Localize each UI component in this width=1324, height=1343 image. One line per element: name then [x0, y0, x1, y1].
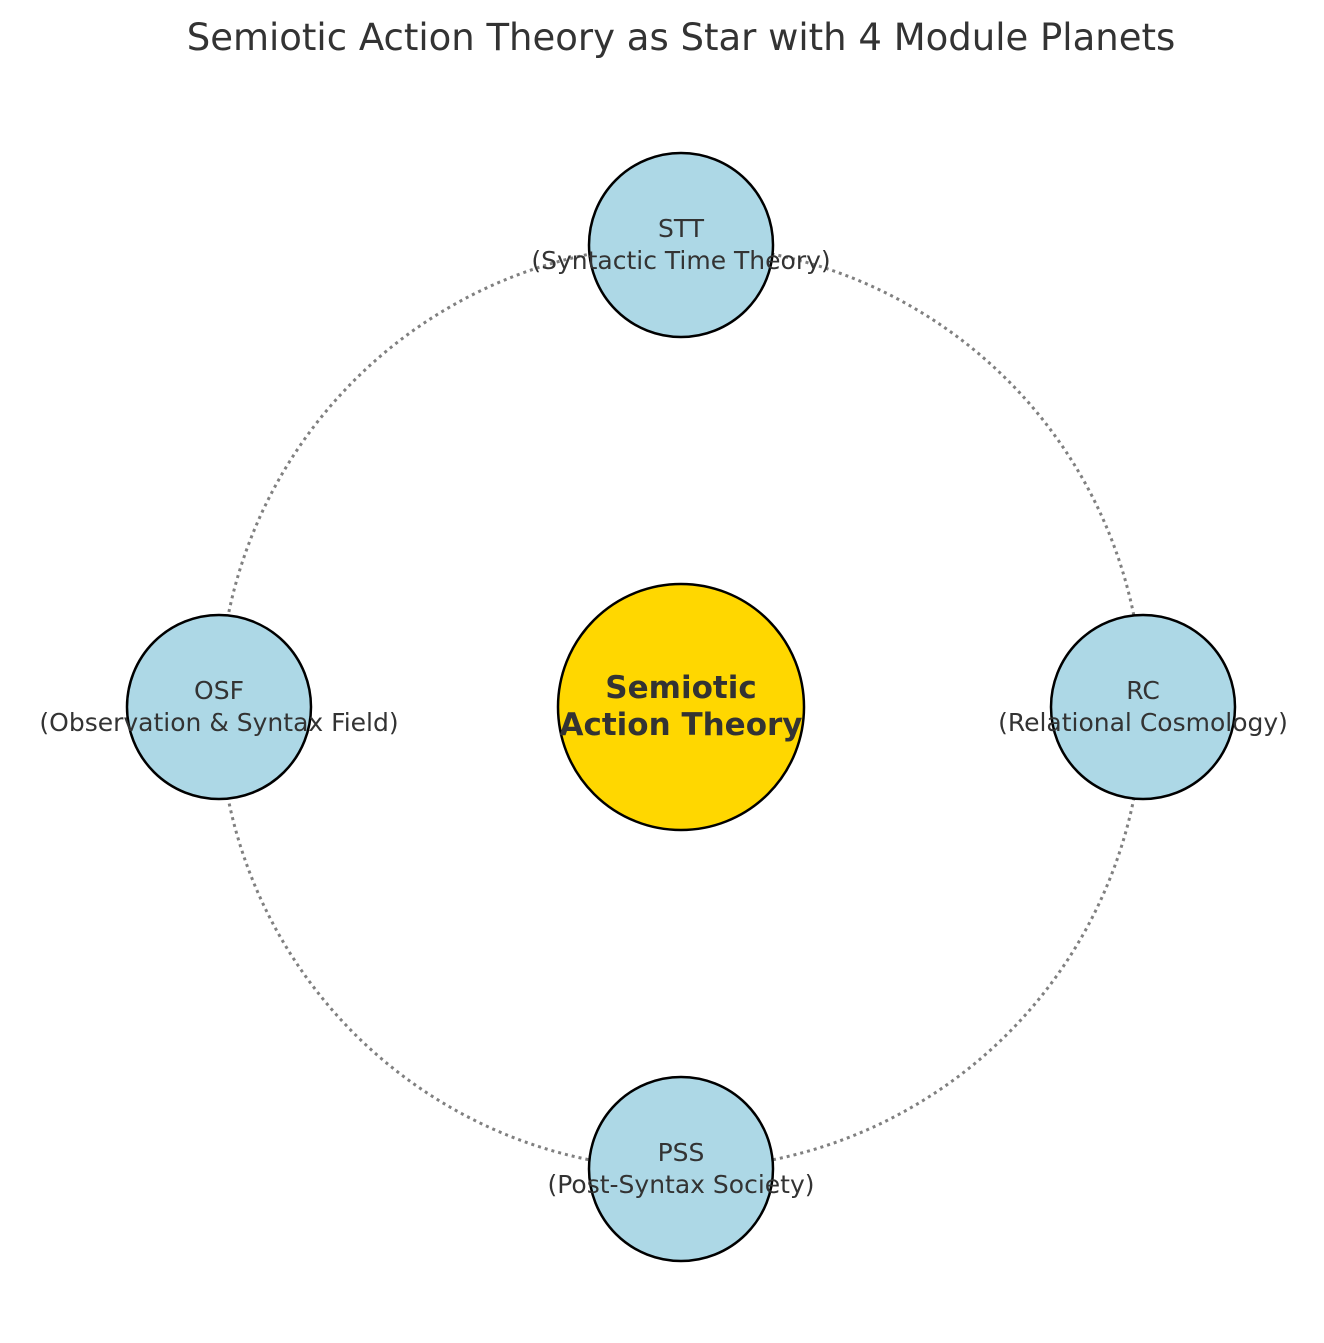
star-circle — [556, 582, 806, 832]
planet-abbr-label: PSS — [658, 1138, 705, 1167]
planet-stt: STT (Syntactic Time Theory) — [531, 151, 831, 339]
star-label-line2: Action Theory — [559, 707, 802, 743]
planet-circle — [587, 151, 775, 339]
planet-full-label: (Syntactic Time Theory) — [531, 246, 830, 275]
planet-full-label: (Observation & Syntax Field) — [39, 708, 398, 737]
planet-circle — [125, 613, 313, 801]
planet-full-label: (Relational Cosmology) — [998, 708, 1288, 737]
planet-abbr-label: OSF — [194, 676, 244, 705]
planet-abbr-label: STT — [658, 214, 705, 243]
star-node: Semiotic Action Theory — [556, 582, 806, 832]
planet-full-label: (Post-Syntax Society) — [547, 1170, 814, 1199]
planet-circle — [587, 1075, 775, 1263]
planet-circle — [1049, 613, 1237, 801]
star-label-line1: Semiotic — [605, 670, 756, 706]
planet-osf: OSF (Observation & Syntax Field) — [39, 613, 399, 801]
planet-rc: RC (Relational Cosmology) — [998, 613, 1288, 801]
planet-abbr-label: RC — [1126, 676, 1160, 705]
diagram-title: Semiotic Action Theory as Star with 4 Mo… — [187, 16, 1176, 59]
planet-pss: PSS (Post-Syntax Society) — [547, 1075, 815, 1263]
